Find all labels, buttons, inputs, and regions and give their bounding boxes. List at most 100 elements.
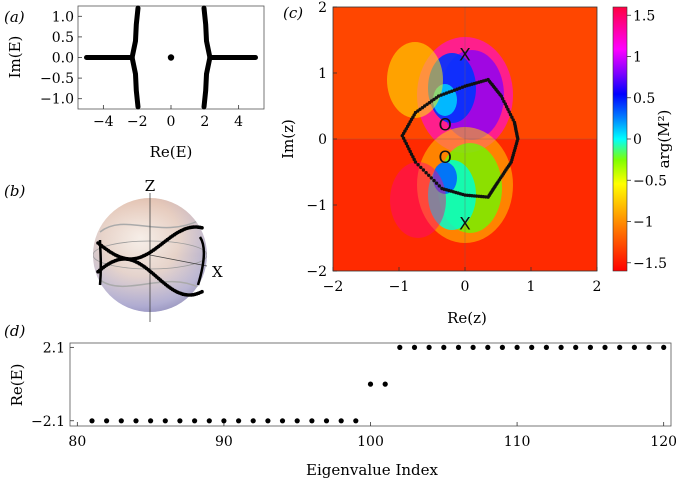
- contour-dot: [434, 181, 439, 185]
- spectrum-branch: [129, 5, 141, 60]
- eigenvalue-point: [543, 344, 550, 350]
- panel-d-ytick-label: −2.1: [31, 414, 65, 430]
- panel-d-xtick-label: 110: [504, 434, 531, 450]
- colorbar-tick-label: 0.5: [633, 91, 655, 107]
- eigenvalue-point: [367, 381, 374, 387]
- contour-dot: [450, 89, 454, 93]
- panel-tag-c: (c): [283, 4, 303, 22]
- eigenvalue-point: [221, 418, 227, 424]
- eigenvalue-point: [294, 418, 300, 424]
- panel-c-ytick-label: −2: [306, 264, 327, 280]
- panel-d-xtick-label: 80: [68, 434, 86, 450]
- contour-dot: [447, 90, 451, 94]
- panel-a-ytick-label: −1.0: [40, 92, 74, 108]
- eigenvalue-point: [382, 381, 388, 387]
- sphere-z-label: Z: [145, 177, 155, 195]
- eigenvalue-point: [236, 418, 242, 424]
- eigenvalue-point: [602, 344, 608, 350]
- eigenvalue-point: [573, 344, 579, 350]
- panel-a-marks: [84, 5, 258, 110]
- eigenvalue-point: [353, 418, 359, 424]
- colorbar-tick-label: −0.5: [633, 173, 667, 189]
- eigenvalue-point: [265, 418, 271, 424]
- contour-dot: [436, 94, 441, 98]
- contour-dot: [403, 139, 407, 143]
- eigenvalue-point: [338, 418, 344, 424]
- panel-a-ticks: −4 −2 0 2 4 1.0 0.5 0.0 −0.5 −1.0: [40, 9, 243, 130]
- eigenvalue-point: [441, 344, 447, 350]
- eigenvalue-point: [411, 344, 418, 350]
- colorbar-ticks: 1.5 1 0.5 0 −0.5 −1 −1.5: [627, 8, 667, 272]
- contour-dot: [412, 157, 416, 162]
- colorbar-tick-label: 0: [633, 132, 642, 148]
- eigenvalue-point: [148, 418, 154, 424]
- pole-marker-x: X: [459, 214, 471, 234]
- eigenvalue-point: [499, 344, 505, 350]
- contour-dot: [424, 171, 428, 175]
- eigenvalue-point: [89, 418, 95, 424]
- panel-c-ytick-label: 1: [318, 66, 327, 82]
- panel-a-xtick-label: −4: [93, 114, 114, 130]
- sphere-x-axis: [149, 254, 208, 267]
- contour-dot: [440, 186, 444, 191]
- panel-d-marks: [89, 344, 667, 424]
- contour-dot: [407, 147, 411, 151]
- spectrum-branch: [129, 55, 141, 110]
- sphere-trajectory-dot: [200, 226, 204, 230]
- contour-dot: [508, 112, 513, 117]
- panel-d-xtick-label: 120: [650, 434, 676, 450]
- panel-a-xlabel: Re(E): [150, 143, 193, 161]
- eigenvalue-point: [118, 418, 124, 424]
- contour-dot: [502, 99, 506, 104]
- panel-a-xtick-label: −2: [127, 114, 148, 130]
- contour-dot: [413, 160, 418, 164]
- phase-map: X X OO: [333, 7, 597, 271]
- contour-dot: [404, 141, 408, 146]
- contour-dot: [510, 115, 514, 119]
- eigenvalue-point: [646, 344, 652, 350]
- contour-dot: [442, 92, 446, 96]
- eigenvalue-point: [587, 344, 594, 350]
- contour-dot: [408, 149, 412, 154]
- eigenvalue-point: [309, 418, 315, 424]
- panel-a-ytick-label: −0.5: [40, 71, 74, 87]
- sphere-curves: [96, 225, 206, 297]
- contour-dot: [506, 107, 510, 112]
- panel-d-ticks: 80 90 100 110 120 2.1 −2.1: [31, 340, 676, 450]
- eigenvalue-point: [631, 344, 638, 350]
- contour-dot: [427, 173, 431, 177]
- contour-dot: [429, 176, 433, 180]
- contour-dot: [511, 118, 515, 122]
- eigenvalue-point: [206, 418, 212, 424]
- contour-dot: [460, 85, 465, 89]
- contour-dot: [439, 93, 443, 97]
- panel-d: (d) 80 90 100 110 120 2.1 −2.1 Eigenvalue Inde…: [4, 322, 676, 479]
- panel-c-xtick-label: 1: [527, 279, 536, 295]
- colorbar-label: arg(M²): [655, 110, 673, 169]
- eigenvalue-point: [426, 344, 432, 350]
- eigenvalue-point: [177, 418, 183, 424]
- pole-marker-x: X: [459, 46, 471, 66]
- sphere-trajectory-edge: [196, 236, 206, 286]
- panel-c-xtick-label: −1: [389, 279, 410, 295]
- contour-dot: [423, 104, 427, 108]
- contour-dot: [452, 88, 457, 92]
- zero-marker-o: O: [439, 115, 452, 135]
- eigenvalue-point: [661, 344, 667, 350]
- contour-dot: [411, 155, 415, 159]
- panel-d-xtick-label: 90: [215, 434, 233, 450]
- contour-dot: [500, 97, 505, 101]
- eigenvalue-point: [279, 418, 286, 424]
- eigenvalue-point: [323, 418, 330, 424]
- eigenvalue-point: [617, 344, 623, 350]
- contour-dot: [416, 163, 420, 167]
- contour-dot: [458, 86, 462, 90]
- panel-c-ytick-label: 2: [318, 0, 327, 16]
- colorbar: [612, 6, 628, 272]
- contour-curve: [400, 77, 520, 199]
- contour-dot: [401, 136, 406, 140]
- contour-dot: [499, 94, 503, 98]
- panel-b: (b) Z X: [4, 177, 223, 322]
- spectrum-branch: [201, 5, 213, 60]
